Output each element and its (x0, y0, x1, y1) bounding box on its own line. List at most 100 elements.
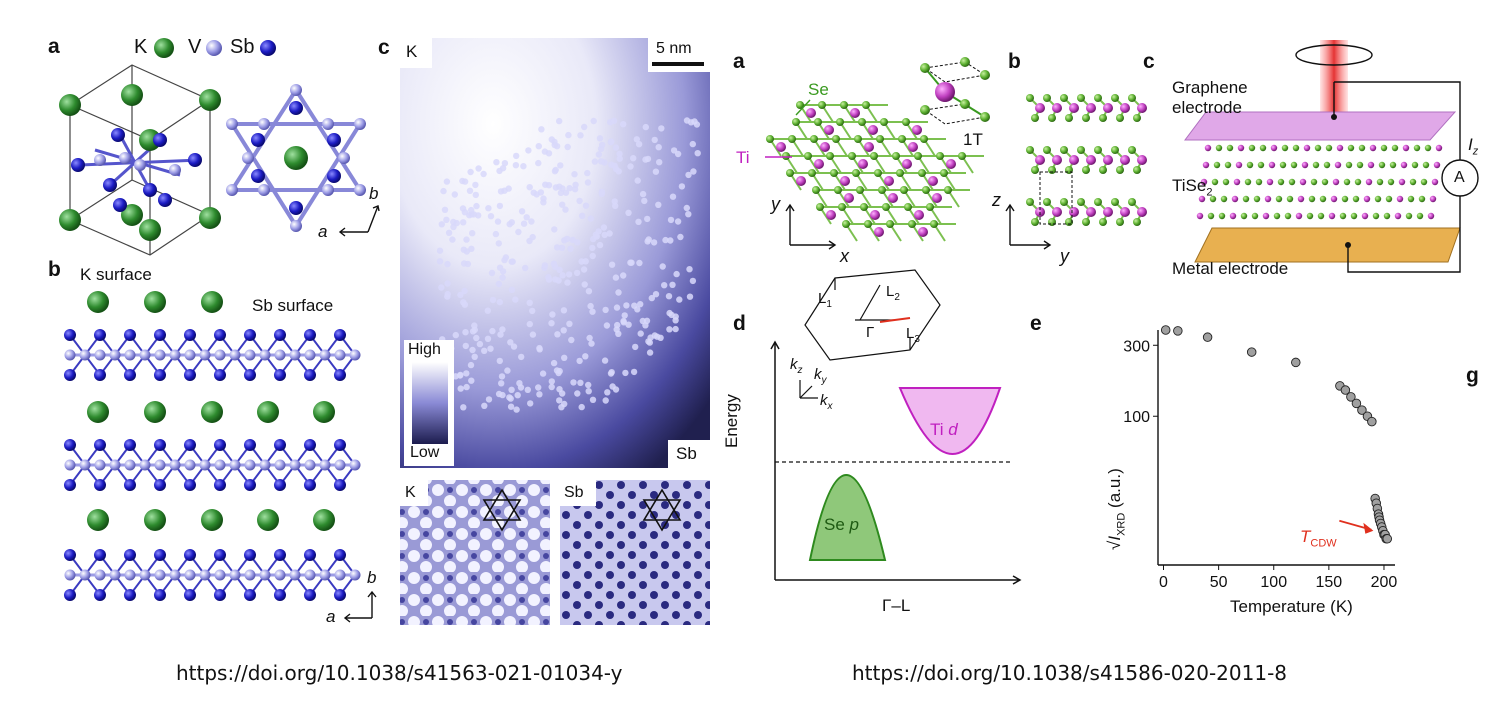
stm-adatom (467, 361, 475, 369)
stm-adatom (496, 298, 503, 306)
stm-adatom (576, 197, 583, 205)
stm-adatom (685, 171, 692, 179)
se-atom (1065, 114, 1073, 122)
stm-adatom (496, 202, 504, 210)
stm-adatom (566, 185, 573, 192)
flake-atom (1255, 178, 1263, 186)
stm-adatom (686, 266, 693, 273)
sb-atom (124, 439, 136, 451)
circuit-wires (1333, 81, 1479, 273)
flake-atom (1253, 195, 1261, 203)
se-p-band (808, 474, 887, 561)
stm-adatom (556, 266, 563, 273)
stm-adatom (472, 181, 479, 189)
flake-atom (1224, 161, 1232, 169)
legend-v: V (188, 36, 202, 58)
stm-adatom (460, 260, 468, 267)
unit-cell-atoms (59, 84, 221, 241)
stm-adatom (526, 184, 533, 191)
stm-adatom (579, 212, 586, 219)
sb-atom (244, 329, 256, 341)
right-panel-b-label: b (1008, 50, 1021, 73)
sb-atom (274, 479, 286, 491)
left-doi[interactable]: https://doi.org/10.1038/s41563-021-01034… (176, 661, 623, 685)
sb-atom (124, 369, 136, 381)
stm-adatom (596, 241, 604, 249)
stm-sb-label: Sb (676, 444, 697, 463)
ti-atom (1052, 155, 1062, 165)
ti-atom (864, 142, 874, 152)
ti-atom (824, 125, 834, 135)
v-atom (199, 349, 211, 361)
tise2-lattice (766, 101, 984, 242)
v-atom (199, 459, 211, 471)
ti-atom (912, 125, 922, 135)
star-of-david-icon (482, 488, 682, 532)
se-atom (858, 118, 866, 126)
x-tick-label: 0 (1159, 574, 1168, 591)
stm-adatom (520, 163, 527, 170)
sb-atom (154, 549, 166, 561)
stm-adatom (574, 390, 581, 397)
k-layers (87, 291, 335, 531)
flake-atom (1325, 144, 1333, 152)
data-point (1357, 405, 1367, 415)
colorbar-low-label: Low (410, 444, 440, 461)
flake-atom (1279, 161, 1287, 169)
colorbar (412, 362, 448, 444)
se-atom (1111, 94, 1119, 102)
flake-atom (1389, 161, 1397, 169)
right-structure-graphics: 0 50 100 150 200 100 300 (765, 40, 1479, 591)
stm-adatom (585, 288, 593, 295)
stm-adatom (493, 159, 500, 166)
tcdw-arrowhead (1363, 522, 1374, 534)
stm-adatom (564, 279, 571, 286)
se-atom (920, 135, 928, 143)
sb-atom (274, 549, 286, 561)
flake-atom (1378, 161, 1386, 169)
flake-atom (1251, 212, 1259, 220)
v-atom (229, 459, 241, 471)
se-atom (944, 186, 952, 194)
flake-atom (1275, 195, 1283, 203)
v-atom (109, 569, 121, 581)
gamma-l-arrow (879, 317, 911, 323)
stm-adatom (650, 239, 658, 246)
ti-atom (844, 193, 854, 203)
flake-atom (1328, 212, 1336, 220)
ti-atom (1103, 207, 1113, 217)
stm-adatom (662, 236, 669, 244)
stm-adatom (499, 165, 507, 172)
stm-adatom (441, 206, 449, 213)
flake-atom (1204, 144, 1212, 152)
flake-atom (1400, 161, 1408, 169)
se-atom (804, 152, 812, 160)
stm-adatom (487, 345, 494, 352)
v-atom (259, 349, 271, 361)
flake-atom (1200, 178, 1208, 186)
ti-atom (1086, 103, 1096, 113)
flake-atom (1339, 212, 1347, 220)
flake-atom (1273, 212, 1281, 220)
se-atom (860, 203, 868, 211)
stm-adatom (606, 230, 613, 237)
flake-atom (1319, 195, 1327, 203)
flake-atom (1299, 178, 1307, 186)
v-atom (319, 349, 331, 361)
stm-adatom (669, 193, 677, 200)
v-atom (199, 569, 211, 581)
right-doi[interactable]: https://doi.org/10.1038/s41586-020-2011-… (852, 661, 1288, 685)
se-atom (896, 169, 904, 177)
sb-atom (214, 479, 226, 491)
sb-atom (154, 479, 166, 491)
l3-label: L3 (906, 325, 920, 345)
stm-adatom (654, 333, 661, 340)
inset-sb-label: Sb (564, 484, 584, 501)
stm-adatom (633, 136, 640, 143)
se-atom (810, 135, 818, 143)
stm-adatom (639, 190, 647, 198)
ti-atom (850, 108, 860, 118)
se-atom (782, 152, 790, 160)
se-atom (1026, 198, 1034, 206)
stm-adatom (457, 291, 464, 299)
